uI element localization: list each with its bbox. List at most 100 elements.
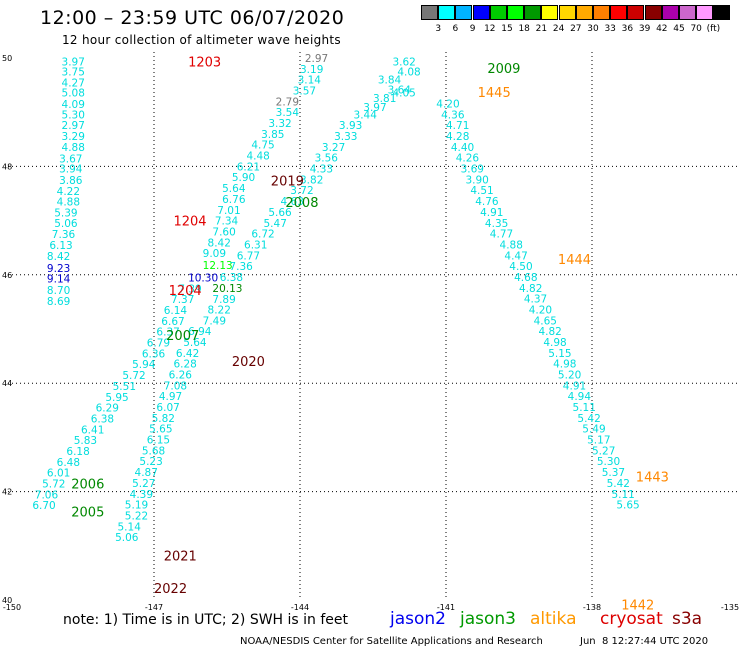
swh-value: 4.91 — [480, 207, 503, 219]
swh-value: 7.89 — [212, 294, 235, 306]
colorbar-label: 33 — [604, 24, 616, 34]
swh-value: 8.69 — [47, 296, 70, 308]
swh-value: 4.63 — [281, 196, 304, 208]
swh-value: 7.39 — [178, 283, 201, 295]
axis-labels: 50 48 46 44 42 40-150 -147 -144 -141 -138 -135 — [2, 54, 739, 612]
colorbar-swatch — [524, 5, 542, 20]
pass-label: 2008 — [285, 196, 318, 211]
swh-value: 6.76 — [222, 194, 246, 206]
swh-value: 3.56 — [315, 153, 339, 165]
lat-label: 44 — [2, 379, 12, 388]
swh-value: 5.11 — [611, 489, 634, 501]
swh-value: 5.64 — [183, 337, 207, 349]
swh-value: 5.42 — [607, 478, 630, 490]
swh-value: 3.85 — [261, 129, 284, 141]
swh-value: 5.19 — [125, 500, 148, 512]
swh-value: 4.05 — [392, 88, 415, 100]
swh-value: 4.20 — [436, 99, 459, 111]
swh-value: 7.01 — [217, 205, 240, 217]
swh-value: 3.69 — [461, 164, 484, 176]
swh-value: 4.39 — [130, 489, 153, 501]
swh-value: 3.97 — [363, 102, 386, 114]
pass-label: 2019 — [271, 174, 304, 189]
units-note: note: 1) Time is in UTC; 2) SWH is in fe… — [63, 612, 349, 628]
swh-value: 4.88 — [62, 142, 85, 154]
colorbar-swatch — [593, 5, 610, 20]
colorbar-label: 12 — [484, 24, 496, 34]
swh-value: 4.98 — [553, 359, 576, 371]
swh-value: 3.93 — [339, 120, 362, 132]
swh-value: 4.75 — [251, 140, 274, 152]
pass-label: 1204 — [169, 284, 202, 299]
swh-value: 4.77 — [490, 229, 513, 241]
swh-value: 3.72 — [290, 185, 313, 197]
swh-value: 4.20 — [529, 304, 552, 316]
swh-value: 9.09 — [203, 248, 226, 260]
swh-value: 6.72 — [251, 229, 274, 241]
swh-value: 3.29 — [62, 131, 85, 143]
swh-value: 5.65 — [616, 500, 639, 512]
swh-value: 3.64 — [388, 84, 412, 96]
swh-value: 3.94 — [59, 164, 83, 176]
swh-value: 8.70 — [47, 285, 70, 297]
swh-value: 6.01 — [47, 468, 70, 480]
swh-value: 7.08 — [164, 380, 187, 392]
pass-label: 2009 — [487, 62, 520, 77]
swh-value: 5.72 — [42, 478, 65, 490]
generated-timestamp: Jun 8 12:27:44 UTC 2020 — [580, 636, 709, 647]
swh-value: 5.94 — [132, 359, 156, 371]
swh-value: 6.42 — [176, 348, 199, 360]
swh-value: 5.22 — [125, 510, 148, 522]
swh-value: 3.62 — [392, 56, 415, 68]
swh-value: 6.70 — [32, 500, 55, 512]
swh-value: 7.34 — [215, 216, 239, 228]
pass-labels: 1203 1204 1204 2009 1445 2019 2008 1444 2007 2020… — [71, 55, 669, 613]
swh-value: 4.82 — [519, 283, 542, 295]
lat-lon-grid — [8, 52, 738, 600]
colorbar-label: 15 — [501, 24, 513, 34]
swh-value: 5.42 — [577, 413, 600, 425]
pass-label: 2005 — [71, 506, 104, 521]
swh-value: 5.23 — [139, 456, 162, 468]
swh-value: 2.97 — [305, 53, 328, 65]
swh-value: 4.98 — [543, 337, 566, 349]
lon-label: -138 — [583, 603, 601, 612]
pass-label: 1442 — [621, 598, 654, 613]
swh-value: 3.84 — [378, 75, 402, 87]
swh-value: 6.31 — [244, 239, 267, 251]
swh-value: 3.97 — [62, 56, 85, 68]
swh-value: 4.28 — [446, 131, 469, 143]
lat-label: 48 — [2, 162, 12, 171]
pass-label: 2020 — [232, 355, 265, 370]
swh-value: 4.36 — [441, 109, 465, 121]
colorbar-label: 18 — [518, 24, 530, 34]
legend-s3a: s3a — [672, 609, 703, 629]
pass-label: 2022 — [154, 582, 187, 597]
pass-label: 2007 — [166, 329, 199, 344]
pass-label: 1445 — [478, 86, 511, 101]
colorbar-label: 6 — [452, 24, 459, 34]
swh-value: 6.37 — [156, 327, 179, 339]
colorbar-label: 30 — [587, 24, 599, 34]
colorbar-swatch — [696, 5, 714, 20]
swh-value: 9.23 — [47, 263, 70, 275]
swh-value: 5.20 — [558, 370, 581, 382]
pass-label: 1443 — [636, 470, 669, 485]
swh-value: 4.09 — [62, 99, 85, 111]
swh-value: 5.08 — [62, 88, 85, 100]
swh-value: 6.18 — [66, 446, 89, 458]
swh-value: 4.88 — [57, 197, 80, 209]
lat-label: 40 — [2, 596, 12, 605]
colorbar-swatch — [661, 5, 679, 20]
swh-value: 4.26 — [456, 153, 480, 165]
colorbar-swatch — [575, 5, 593, 20]
colorbar-swatch — [679, 5, 696, 20]
swh-value: 10.30 — [188, 273, 218, 285]
swh-value: 4.40 — [451, 142, 474, 154]
swh-value: 5.65 — [149, 424, 172, 436]
colorbar-label: 3 — [435, 24, 442, 34]
colorbar-label: (ft) — [706, 24, 721, 34]
swh-value: 3.67 — [59, 153, 82, 165]
swh-value: 7.36 — [229, 261, 253, 273]
swh-value: 6.13 — [49, 240, 72, 252]
